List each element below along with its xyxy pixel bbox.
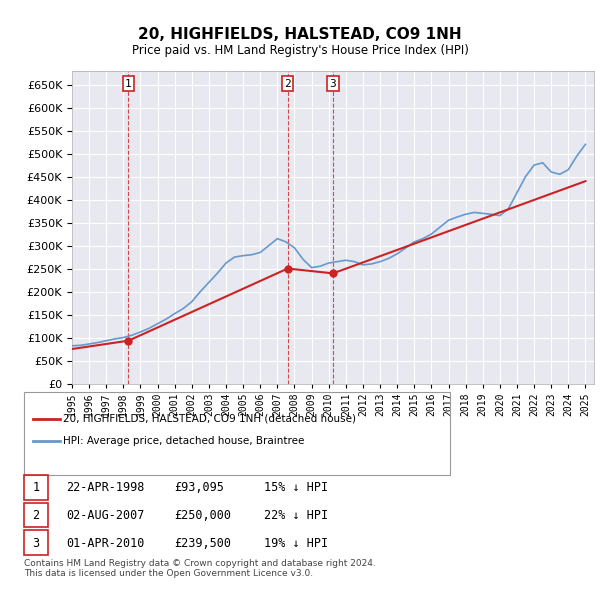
Text: Price paid vs. HM Land Registry's House Price Index (HPI): Price paid vs. HM Land Registry's House …	[131, 44, 469, 57]
Text: 22% ↓ HPI: 22% ↓ HPI	[264, 509, 328, 522]
Text: 15% ↓ HPI: 15% ↓ HPI	[264, 481, 328, 494]
Text: 02-AUG-2007: 02-AUG-2007	[66, 509, 145, 522]
Text: HPI: Average price, detached house, Braintree: HPI: Average price, detached house, Brai…	[63, 436, 304, 445]
Text: 20, HIGHFIELDS, HALSTEAD, CO9 1NH (detached house): 20, HIGHFIELDS, HALSTEAD, CO9 1NH (detac…	[63, 414, 356, 424]
Text: £239,500: £239,500	[174, 536, 231, 550]
Text: 1: 1	[32, 481, 40, 494]
Text: 3: 3	[329, 78, 337, 88]
Text: £250,000: £250,000	[174, 509, 231, 522]
Text: 2: 2	[284, 78, 291, 88]
Text: Contains HM Land Registry data © Crown copyright and database right 2024.
This d: Contains HM Land Registry data © Crown c…	[24, 559, 376, 578]
Text: 2: 2	[32, 509, 40, 522]
Text: 20, HIGHFIELDS, HALSTEAD, CO9 1NH: 20, HIGHFIELDS, HALSTEAD, CO9 1NH	[138, 27, 462, 41]
Text: 3: 3	[32, 536, 40, 550]
Text: 22-APR-1998: 22-APR-1998	[66, 481, 145, 494]
Text: 19% ↓ HPI: 19% ↓ HPI	[264, 536, 328, 550]
Text: 1: 1	[125, 78, 132, 88]
Text: £93,095: £93,095	[174, 481, 224, 494]
Text: 01-APR-2010: 01-APR-2010	[66, 536, 145, 550]
